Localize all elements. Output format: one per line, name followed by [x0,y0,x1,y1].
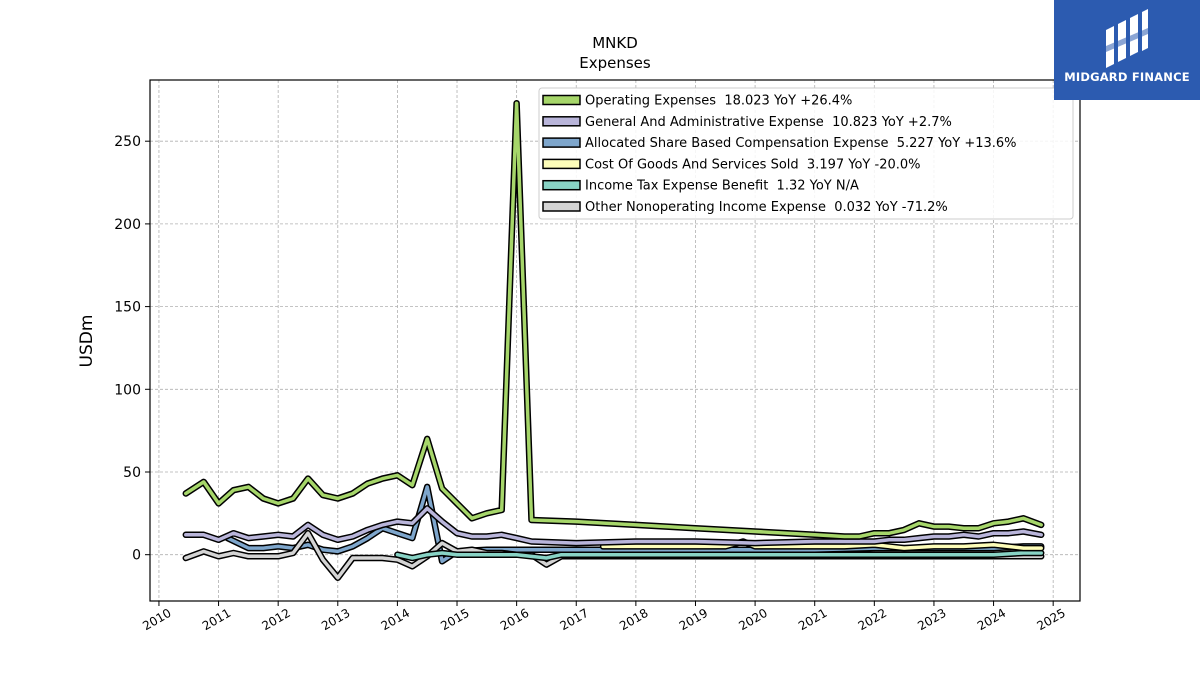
x-tick-label: 2024 [975,606,1008,633]
y-axis-label: USDm [77,315,97,368]
legend-label: Operating Expenses 18.023 YoY +26.4% [585,94,852,109]
x-tick-label: 2015 [438,606,471,633]
x-axis-ticks: 2010 2011 2012 2013 2014 2015 2016 2017 2018 2019… [140,601,1068,633]
y-tick-label: 150 [114,300,141,316]
x-tick-label: 2014 [379,606,412,633]
x-tick-label: 2019 [677,606,710,633]
brand-name: MIDGARD FINANCE [1064,70,1190,84]
y-tick-label: 100 [114,382,141,398]
x-tick-label: 2021 [796,606,829,633]
legend-box [538,87,1074,220]
legend: Operating Expenses 18.023 YoY +26.4% Gene… [538,87,1074,220]
x-tick-label: 2010 [140,606,173,633]
x-tick-label: 2023 [915,606,948,633]
legend-swatch [542,94,581,106]
chart-subtitle: Expenses [579,54,651,72]
legend-swatch [542,179,581,191]
x-tick-label: 2016 [498,606,531,633]
x-tick-label: 2018 [617,606,650,633]
x-tick-label: 2017 [558,606,591,633]
legend-label: Allocated Share Based Compensation Expen… [585,136,1017,151]
y-tick-label: 250 [114,134,141,150]
legend-swatch [542,158,581,170]
y-axis-ticks: 0 50 100 150 200 250 [114,134,150,564]
series-line [395,551,1043,560]
legend-label: General And Administrative Expense 10.82… [585,115,952,130]
x-tick-label: 2012 [259,606,292,633]
series-cost-of-goods-and-services-sold [599,538,1045,552]
chart-title: MNKD [592,34,638,52]
series-line [184,506,1043,545]
y-tick-label: 0 [132,548,141,564]
legend-swatch [542,201,581,212]
x-tick-label: 2013 [319,606,352,633]
legend-swatch [542,116,581,127]
series-lines [182,99,1045,582]
x-tick-label: 2011 [200,606,233,633]
plot-frame [149,79,1081,602]
x-tick-label: 2025 [1034,606,1067,633]
y-tick-label: 50 [123,465,141,481]
series-general-and-administrative-expense [182,505,1045,547]
x-tick-label: 2020 [736,606,769,633]
series-operating-expenses [182,99,1045,540]
legend-label: Income Tax Expense Benefit 1.32 YoY N/A [585,179,859,194]
brand-mark-icon [1106,9,1148,68]
brand-logo: MIDGARD FINANCE [1054,0,1200,100]
series-income-tax-expense-benefit [394,549,1045,562]
y-tick-label: 200 [114,217,141,233]
legend-label: Other Nonoperating Income Expense 0.032 … [585,200,948,215]
x-tick-label: 2022 [856,606,889,633]
series-line [184,101,1043,539]
legend-swatch [542,137,581,148]
series-line [601,539,1043,550]
legend-label: Cost Of Goods And Services Sold 3.197 Yo… [585,157,921,172]
